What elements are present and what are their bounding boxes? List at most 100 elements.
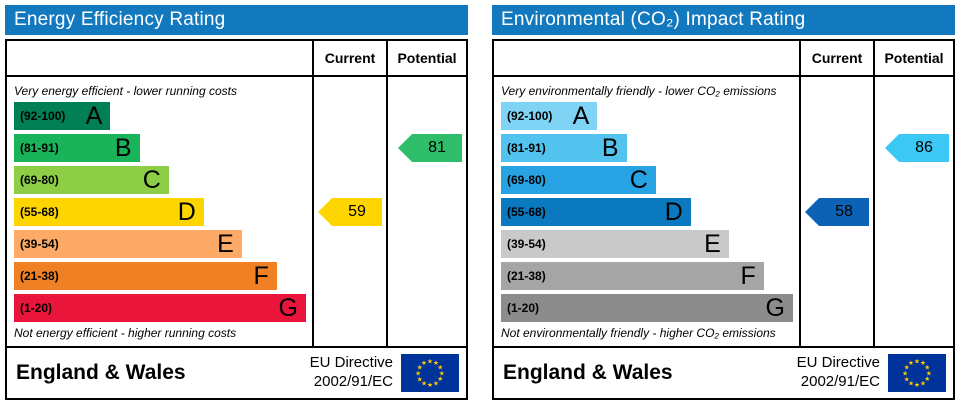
- eu-flag-icon: ★ ★ ★ ★ ★ ★ ★ ★ ★ ★ ★ ★: [401, 354, 459, 392]
- band-range: (92-100): [20, 109, 66, 123]
- potential-column-header: Potential: [873, 41, 953, 75]
- potential-rating-arrow: 81: [398, 134, 462, 162]
- region-label: England & Wales: [503, 361, 673, 384]
- bottom-note: Not energy efficient - higher running co…: [14, 326, 237, 340]
- svg-text:★: ★: [920, 360, 926, 367]
- region-label: England & Wales: [16, 361, 186, 384]
- svg-text:★: ★: [415, 370, 421, 377]
- band-letter: G: [765, 294, 785, 322]
- band-b: (81-91) B: [14, 134, 140, 162]
- band-d: (55-68) D: [14, 198, 204, 226]
- band-letter: G: [278, 294, 298, 322]
- svg-text:★: ★: [924, 364, 930, 371]
- potential-column-header: Potential: [386, 41, 466, 75]
- band-range: (21-38): [20, 269, 59, 283]
- eu-directive-label: EU Directive 2002/91/EC: [309, 354, 393, 390]
- band-b: (81-91) B: [501, 134, 627, 162]
- svg-text:★: ★: [437, 376, 443, 383]
- band-range: (69-80): [507, 173, 546, 187]
- svg-text:★: ★: [421, 360, 427, 367]
- svg-text:★: ★: [908, 360, 914, 367]
- svg-text:★: ★: [914, 358, 920, 365]
- table-header-row: Current Potential: [494, 41, 953, 77]
- svg-text:★: ★: [433, 381, 439, 388]
- band-range: (1-20): [20, 301, 53, 315]
- svg-text:★: ★: [427, 382, 433, 389]
- band-range: (81-91): [20, 141, 59, 155]
- svg-text:★: ★: [926, 370, 932, 377]
- svg-text:★: ★: [433, 360, 439, 367]
- band-range: (55-68): [20, 205, 59, 219]
- svg-text:★: ★: [904, 364, 910, 371]
- spacer-cell: [494, 41, 799, 75]
- band-letter: A: [572, 102, 590, 130]
- band-e: (39-54) E: [14, 230, 242, 258]
- potential-column: 81: [386, 77, 466, 346]
- band-letter: C: [142, 166, 161, 194]
- footer-row: England & Wales EU Directive 2002/91/EC …: [7, 346, 466, 398]
- current-column: 58: [799, 77, 873, 346]
- band-letter: E: [217, 230, 234, 258]
- potential-rating-arrow: 86: [885, 134, 949, 162]
- svg-text:★: ★: [417, 364, 423, 371]
- band-letter: B: [114, 134, 132, 162]
- energy-efficiency-panel: Energy Efficiency Rating Current Potenti…: [5, 5, 468, 400]
- band-range: (39-54): [20, 237, 59, 251]
- top-note: Very environmentally friendly - lower CO…: [501, 84, 777, 98]
- band-letter: F: [740, 262, 756, 290]
- band-letter: E: [704, 230, 721, 258]
- band-range: (55-68): [507, 205, 546, 219]
- band-chart: Very environmentally friendly - lower CO…: [494, 77, 799, 346]
- current-rating-arrow: 59: [318, 198, 382, 226]
- current-column-header: Current: [799, 41, 873, 75]
- svg-text:★: ★: [924, 376, 930, 383]
- band-c: (69-80) C: [14, 166, 169, 194]
- panel-title: Environmental (CO₂) Impact Rating: [492, 5, 955, 35]
- svg-text:★: ★: [427, 358, 433, 365]
- eu-flag-icon: ★ ★ ★ ★ ★ ★ ★ ★ ★ ★ ★ ★: [888, 354, 946, 392]
- rating-table: Current Potential Very environmentally f…: [492, 39, 955, 400]
- band-letter: D: [664, 198, 683, 226]
- band-a: (92-100) A: [501, 102, 598, 130]
- band-range: (1-20): [507, 301, 540, 315]
- svg-text:★: ★: [908, 381, 914, 388]
- band-letter: C: [629, 166, 648, 194]
- spacer-cell: [7, 41, 312, 75]
- environmental-impact-panel: Environmental (CO₂) Impact Rating Curren…: [492, 5, 955, 400]
- band-range: (81-91): [507, 141, 546, 155]
- svg-text:★: ★: [421, 381, 427, 388]
- band-g: (1-20) G: [14, 294, 306, 322]
- footer-row: England & Wales EU Directive 2002/91/EC …: [494, 346, 953, 398]
- svg-text:★: ★: [914, 382, 920, 389]
- band-c: (69-80) C: [501, 166, 656, 194]
- current-column-header: Current: [312, 41, 386, 75]
- svg-text:★: ★: [920, 381, 926, 388]
- band-letter: F: [253, 262, 269, 290]
- band-letter: B: [601, 134, 619, 162]
- chart-row: Very environmentally friendly - lower CO…: [494, 77, 953, 346]
- band-range: (69-80): [20, 173, 59, 187]
- potential-column: 86: [873, 77, 953, 346]
- band-f: (21-38) F: [14, 262, 277, 290]
- svg-text:★: ★: [417, 376, 423, 383]
- svg-text:★: ★: [437, 364, 443, 371]
- band-d: (55-68) D: [501, 198, 691, 226]
- rating-bands: (92-100) A (81-91) B (69-80) C (55-68): [501, 102, 793, 322]
- svg-text:★: ★: [439, 370, 445, 377]
- band-g: (1-20) G: [501, 294, 793, 322]
- bottom-note: Not environmentally friendly - higher CO…: [501, 326, 776, 340]
- band-chart: Very energy efficient - lower running co…: [7, 77, 312, 346]
- band-letter: D: [177, 198, 196, 226]
- panel-title: Energy Efficiency Rating: [5, 5, 468, 35]
- band-a: (92-100) A: [14, 102, 111, 130]
- rating-bands: (92-100) A (81-91) B (69-80) C (55-68): [14, 102, 306, 322]
- band-f: (21-38) F: [501, 262, 764, 290]
- chart-row: Very energy efficient - lower running co…: [7, 77, 466, 346]
- svg-text:★: ★: [904, 376, 910, 383]
- current-rating-arrow: 58: [805, 198, 869, 226]
- table-header-row: Current Potential: [7, 41, 466, 77]
- band-range: (21-38): [507, 269, 546, 283]
- top-note: Very energy efficient - lower running co…: [14, 84, 237, 98]
- band-letter: A: [85, 102, 103, 130]
